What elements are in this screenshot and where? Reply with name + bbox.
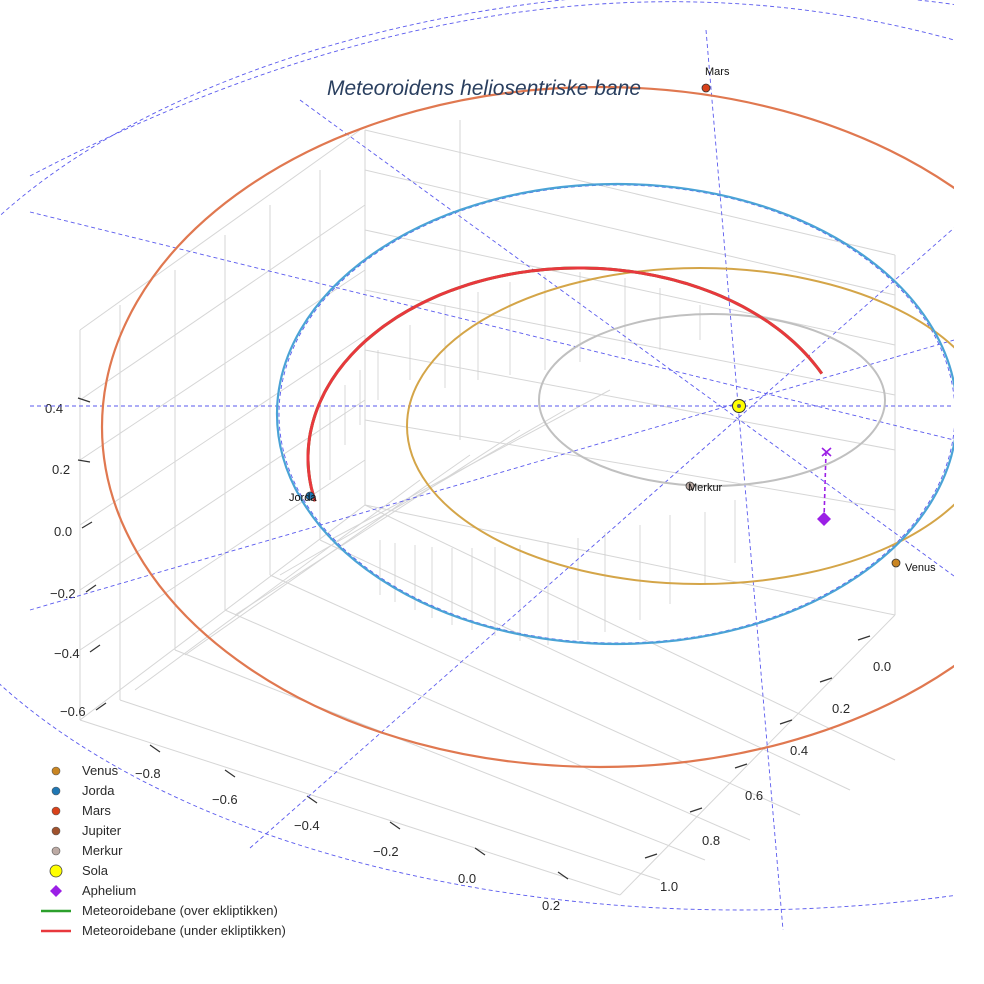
orbit-venus — [406, 267, 954, 585]
marker-sola-center — [737, 404, 741, 408]
planet-orbits — [101, 86, 954, 768]
reference-grid — [0, 0, 954, 931]
marker-aphelium-projection — [821, 447, 832, 457]
z-tick: 0.0 — [54, 524, 72, 539]
legend-item[interactable]: Jorda — [51, 783, 115, 798]
label-jorda: Jorda — [289, 492, 317, 504]
x-tick: −0.8 — [135, 766, 161, 781]
legend-item[interactable]: Sola — [49, 863, 109, 878]
legend-label: Meteoroidebane (under ekliptikken) — [82, 923, 286, 938]
legend-item[interactable]: Venus — [51, 763, 119, 778]
y-tick: 0.6 — [745, 788, 763, 803]
label-mars: Mars — [705, 66, 730, 78]
legend[interactable]: Venus Jorda Mars Jupiter Merkur Sola Aphelium M… — [41, 763, 286, 938]
label-merkur: Merkur — [688, 482, 723, 494]
z-tick: 0.4 — [45, 401, 63, 416]
meteoroid-orbit — [306, 266, 827, 520]
x-tick: −0.2 — [373, 844, 399, 859]
body-markers — [305, 83, 901, 568]
meteoroid-orbit-above — [306, 266, 824, 502]
z-tick: −0.4 — [54, 646, 80, 661]
legend-item[interactable]: Jupiter — [51, 823, 122, 838]
legend-marker — [51, 766, 61, 776]
projection-lines — [329, 272, 736, 645]
y-tick: 0.2 — [832, 701, 850, 716]
legend-marker — [51, 806, 61, 816]
z-tick: −0.2 — [50, 586, 76, 601]
legend-marker — [51, 846, 61, 856]
aphelion-projection-line — [823, 451, 827, 520]
marker-venus — [891, 558, 901, 568]
orbit-merkur — [538, 313, 886, 487]
body-labels: Mars Jorda Merkur Venus — [289, 66, 936, 574]
y-tick: 0.8 — [702, 833, 720, 848]
orbit-mars — [101, 86, 954, 768]
x-axis-ticks: −0.8 −0.6 −0.4 −0.2 0.0 0.2 — [135, 766, 560, 913]
legend-label: Mars — [82, 803, 111, 818]
legend-item[interactable]: Merkur — [51, 843, 123, 858]
legend-item[interactable]: Meteoroidebane (over ekliptikken) — [41, 903, 278, 918]
y-tick: 1.0 — [660, 879, 678, 894]
x-tick: −0.6 — [212, 792, 238, 807]
y-axis-ticks: 0.0 0.2 0.4 0.6 0.8 1.0 — [660, 659, 891, 894]
chart-title: Meteoroidens heliosentriske bane — [327, 77, 641, 100]
z-axis-ticks: 0.4 0.2 0.0 −0.2 −0.4 −0.6 — [45, 401, 86, 719]
legend-label: Merkur — [82, 843, 123, 858]
legend-item[interactable]: Meteoroidebane (under ekliptikken) — [41, 923, 286, 938]
meteoroid-orbit-below — [306, 266, 824, 502]
x-tick: 0.0 — [458, 871, 476, 886]
label-venus: Venus — [905, 562, 936, 574]
legend-marker — [50, 885, 62, 897]
x-tick: 0.2 — [542, 898, 560, 913]
marker-aphelium — [817, 512, 831, 526]
legend-marker — [51, 786, 61, 796]
legend-item[interactable]: Mars — [51, 803, 111, 818]
y-tick: 0.4 — [790, 743, 808, 758]
legend-label: Meteoroidebane (over ekliptikken) — [82, 903, 278, 918]
marker-mars — [701, 83, 711, 93]
tick-marks — [77, 397, 871, 880]
y-tick: 0.0 — [873, 659, 891, 674]
legend-label: Jorda — [82, 783, 115, 798]
legend-label: Jupiter — [82, 823, 122, 838]
legend-label: Aphelium — [82, 883, 136, 898]
legend-marker — [51, 826, 61, 836]
orbit-jorda — [276, 182, 954, 646]
x-tick: −0.4 — [294, 818, 320, 833]
legend-item[interactable]: Aphelium — [50, 883, 136, 898]
legend-label: Sola — [82, 863, 109, 878]
z-tick: −0.6 — [60, 704, 86, 719]
legend-label: Venus — [82, 763, 119, 778]
marker-merkur — [685, 481, 695, 491]
z-tick: 0.2 — [52, 462, 70, 477]
marker-jorda — [305, 491, 315, 501]
legend-marker — [49, 864, 63, 878]
